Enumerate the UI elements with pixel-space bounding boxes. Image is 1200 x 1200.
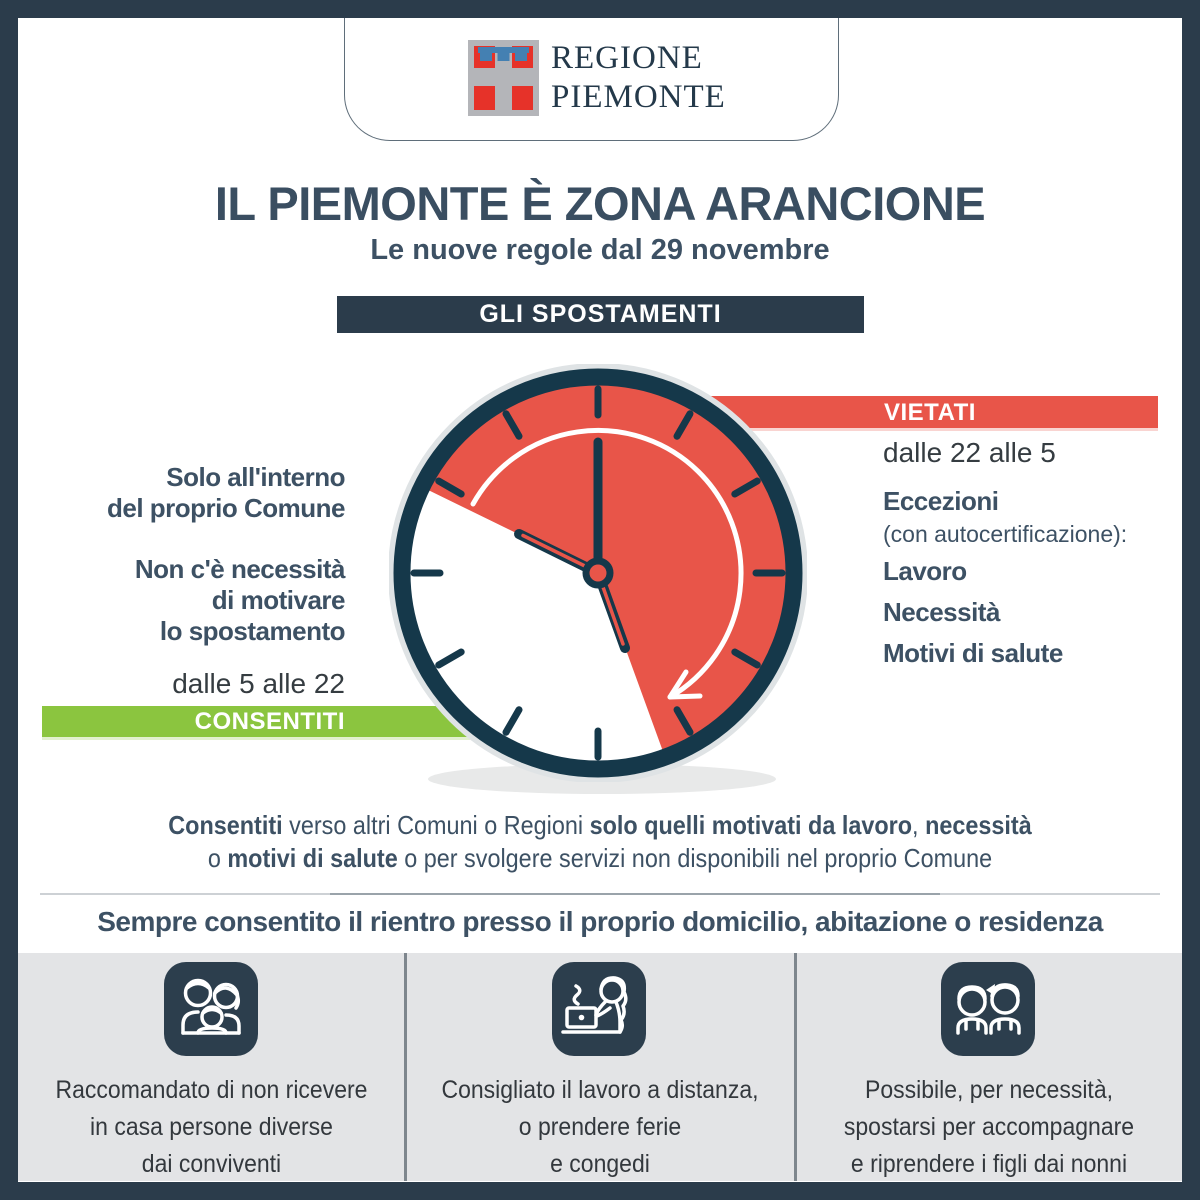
grandparents-children-icon bbox=[956, 983, 1021, 1035]
footer-divider-1 bbox=[404, 953, 407, 1181]
movements-note-line2: o motivi di salute o per svolgere serviz… bbox=[76, 843, 1124, 874]
allowed-note1-line2: del proprio Comune bbox=[107, 493, 346, 523]
family-icon-tile bbox=[164, 962, 258, 1056]
allowed-time: dalle 5 alle 22 bbox=[172, 668, 345, 699]
note-seg: necessità bbox=[925, 810, 1032, 840]
footer1-line2: in casa persone diverse bbox=[90, 1113, 333, 1141]
clock-hands bbox=[514, 437, 630, 653]
brand-name: REGIONE PIEMONTE bbox=[551, 39, 726, 117]
piemonte-crest-icon bbox=[468, 40, 539, 116]
note-seg: verso altri Comuni o Regioni bbox=[282, 810, 590, 840]
page-subtitle: Le nuove regole dal 29 novembre bbox=[370, 234, 830, 266]
exceptions-note: (con autocertificazione): bbox=[883, 521, 1128, 547]
footer2-line3: e congedi bbox=[550, 1150, 650, 1178]
footer-panel-1-text: Raccomandato di non ricevere in casa per… bbox=[33, 1072, 389, 1183]
movements-note-line1: Consentiti verso altri Comuni o Regioni … bbox=[76, 810, 1124, 841]
header-logo-card: REGIONE PIEMONTE bbox=[344, 18, 839, 141]
exception-item-salute: Motivi di salute bbox=[883, 638, 1063, 668]
always-allowed-note: Sempre consentito il rientro presso il p… bbox=[97, 906, 1103, 937]
allowed-note1-line1: Solo all'interno bbox=[166, 462, 345, 492]
note-seg: , bbox=[912, 810, 926, 840]
grandparents-children-icon-tile bbox=[941, 962, 1035, 1056]
clock-illustration bbox=[389, 364, 807, 782]
allowed-note2-line1: Non c'è necessità bbox=[134, 554, 346, 584]
allowed-note-2: Non c'è necessità di motivare lo spostam… bbox=[134, 554, 346, 647]
exception-item-lavoro: Lavoro bbox=[883, 556, 967, 586]
family-icon bbox=[181, 978, 241, 1035]
allowed-banner-label: CONSENTITI bbox=[194, 708, 345, 735]
allowed-note2-line3: lo spostamento bbox=[159, 616, 346, 646]
remote-work-icon bbox=[561, 976, 628, 1034]
brand-line1: REGIONE bbox=[551, 40, 703, 76]
note-seg: o bbox=[207, 843, 228, 873]
forbidden-time: dalle 22 alle 5 bbox=[883, 437, 1056, 468]
footer2-line2: o prendere ferie bbox=[518, 1113, 682, 1141]
footer3-line2: spostarsi per accompagnare bbox=[843, 1113, 1135, 1141]
footer-divider-2 bbox=[794, 953, 797, 1181]
allowed-note2-line2: di motivare bbox=[211, 585, 346, 615]
note-seg: Consentiti bbox=[168, 810, 283, 840]
note-seg: motivi di salute bbox=[227, 843, 398, 873]
forbidden-banner-bar bbox=[708, 396, 1158, 428]
footer3-line1: Possibile, per necessità, bbox=[864, 1076, 1114, 1104]
footer1-line3: dai conviventi bbox=[141, 1150, 282, 1178]
exceptions-title: Eccezioni bbox=[883, 486, 999, 516]
note-seg: solo quelli motivati da lavoro bbox=[589, 810, 913, 840]
page-title: IL PIEMONTE È ZONA ARANCIONE bbox=[214, 177, 986, 230]
allowed-note-1: Solo all'interno del proprio Comune bbox=[107, 462, 346, 524]
note-seg: o per svolgere servizi non disponibili n… bbox=[397, 843, 993, 873]
allowed-banner-bar bbox=[42, 706, 470, 737]
section-banner: GLI SPOSTAMENTI bbox=[337, 296, 864, 333]
hour-ticks bbox=[410, 385, 786, 761]
footer1-line1: Raccomandato di non ricevere bbox=[55, 1076, 368, 1104]
footer2-line1: Consigliato il lavoro a distanza, bbox=[441, 1076, 759, 1104]
exception-item-necessita: Necessità bbox=[883, 597, 1000, 627]
footer3-line3: e riprendere i figli dai nonni bbox=[850, 1150, 1128, 1178]
horizontal-divider-accent bbox=[330, 893, 940, 895]
brand-line2: PIEMONTE bbox=[551, 79, 726, 115]
footer-panel-3-text: Possibile, per necessità, spostarsi per … bbox=[811, 1072, 1166, 1183]
footer-panel-2-text: Consigliato il lavoro a distanza, o pren… bbox=[422, 1072, 779, 1183]
forbidden-banner-label: VIETATI bbox=[884, 399, 976, 426]
remote-work-icon-tile bbox=[552, 962, 646, 1056]
